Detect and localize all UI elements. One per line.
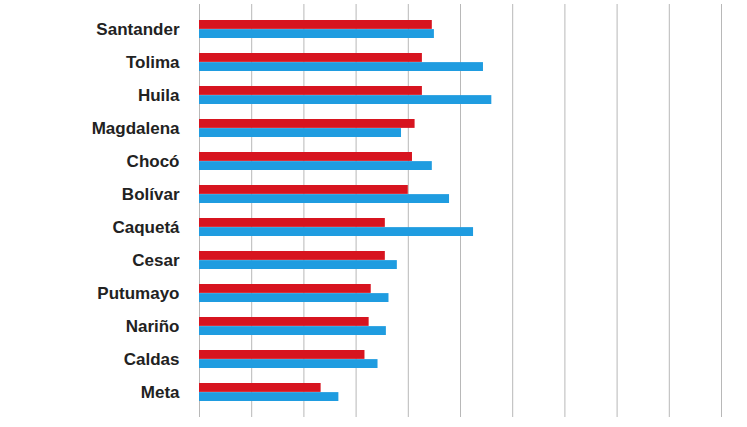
- svg-text:Caldas: Caldas: [124, 350, 180, 369]
- svg-text:Putumayo: Putumayo: [97, 284, 179, 303]
- svg-text:Tolima: Tolima: [126, 53, 180, 72]
- svg-text:Santander: Santander: [96, 20, 180, 39]
- svg-text:Nariño: Nariño: [126, 317, 180, 336]
- svg-text:Cesar: Cesar: [132, 251, 180, 270]
- svg-text:Meta: Meta: [141, 383, 180, 402]
- svg-text:Huila: Huila: [138, 86, 180, 105]
- svg-text:Chocó: Chocó: [127, 152, 180, 171]
- svg-text:Caquetá: Caquetá: [112, 218, 180, 237]
- svg-text:Bolívar: Bolívar: [122, 185, 180, 204]
- svg-text:Magdalena: Magdalena: [92, 119, 180, 138]
